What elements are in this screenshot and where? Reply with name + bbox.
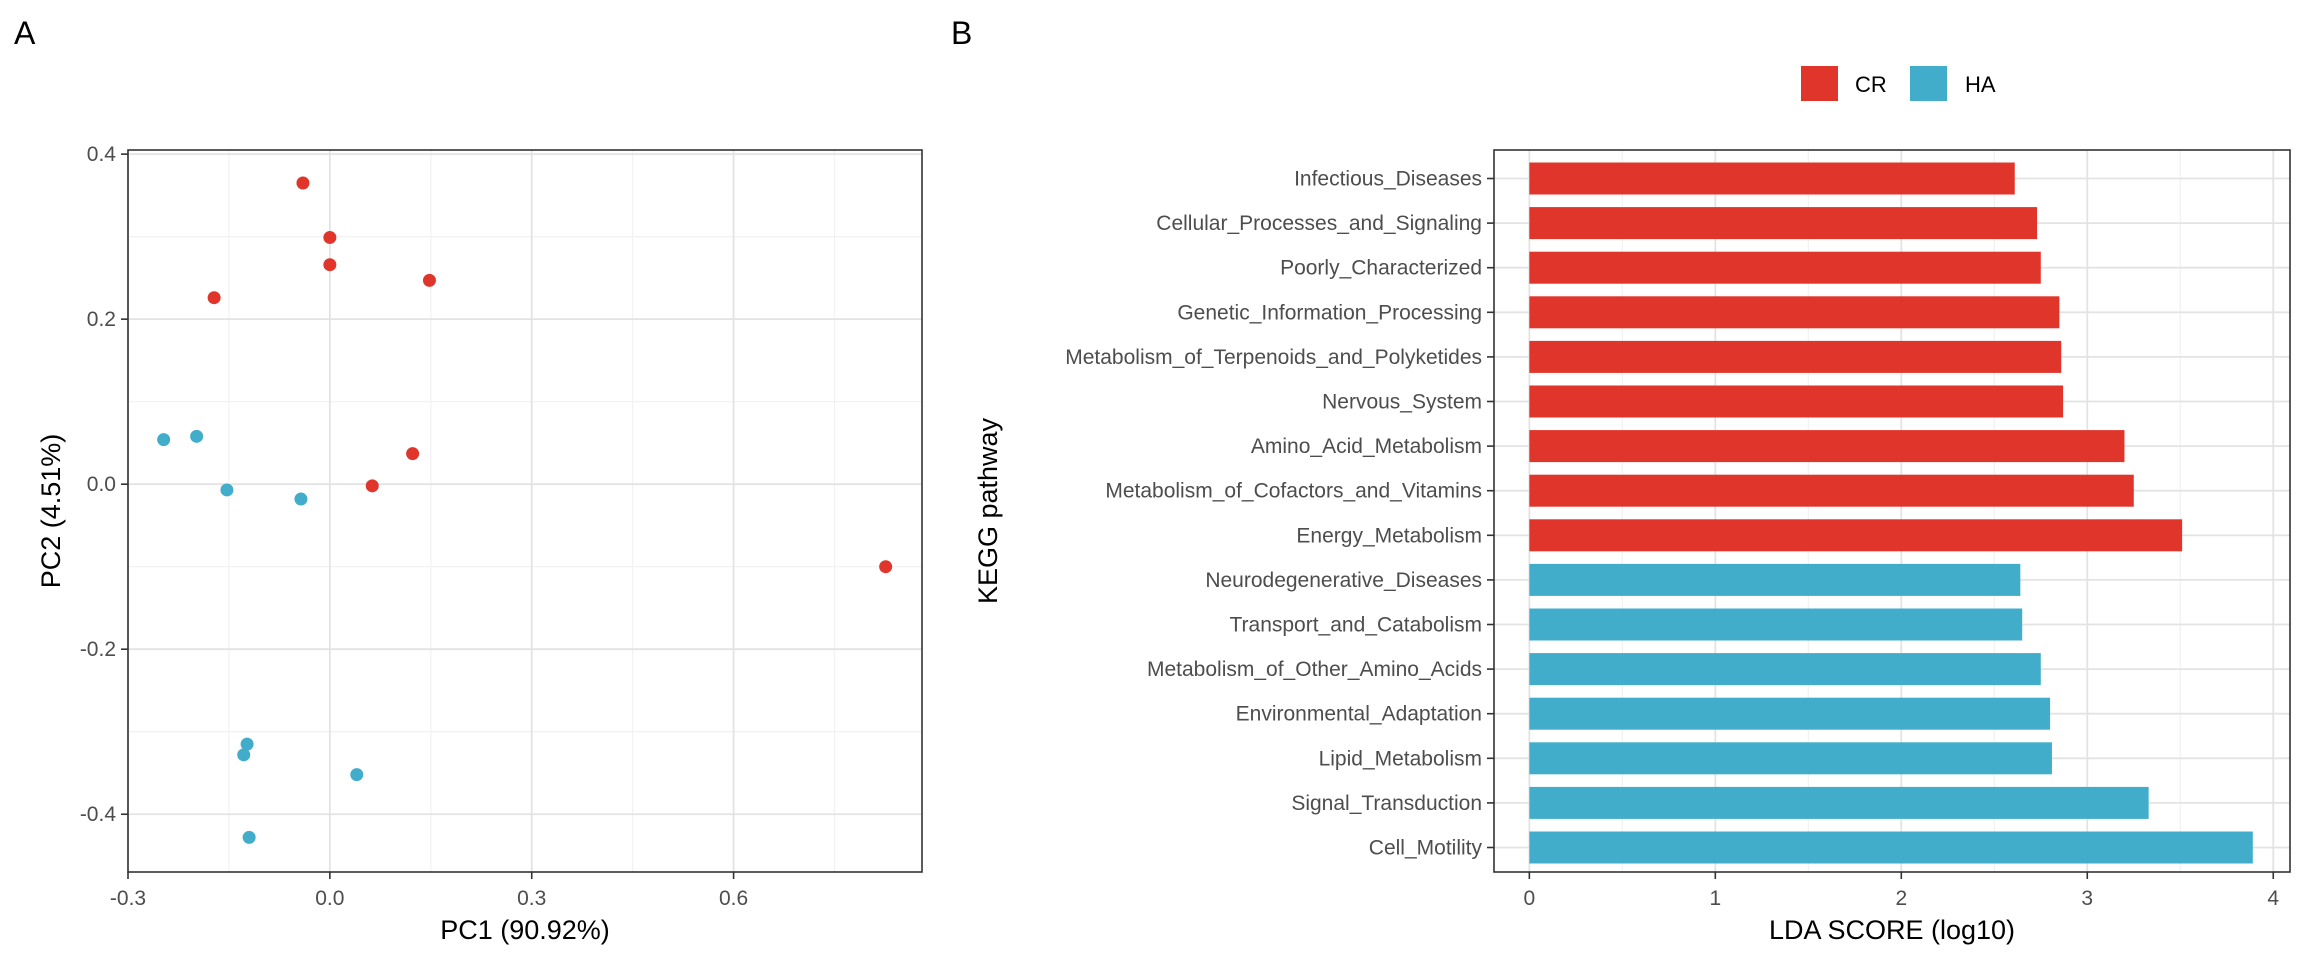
legend-label-cr: CR [1855,72,1887,97]
bar-ha [1529,608,2023,641]
x-axis-title: PC1 (90.92%) [440,915,610,945]
data-point-cr [323,230,337,244]
x-tick-label: 0.3 [517,887,546,910]
x-tick-label: 0.6 [719,887,748,910]
category-label: Metabolism_of_Other_Amino_Acids [1147,658,1482,681]
data-point-cr [422,273,436,287]
plot-frame [127,149,923,873]
legend-label-ha: HA [1965,72,1996,97]
category-label: Amino_Acid_Metabolism [1251,435,1482,458]
category-label: Energy_Metabolism [1296,524,1482,547]
bar-cr [1529,251,2041,284]
category-label: Signal_Transduction [1291,792,1482,815]
category-label: Transport_and_Catabolism [1229,614,1482,637]
bar-ha [1529,742,2052,775]
data-point-ha [242,830,256,844]
category-label: Neurodegenerative_Diseases [1205,569,1482,592]
bar-cr [1529,474,2134,507]
bar-ha [1529,831,2253,864]
category-label: Environmental_Adaptation [1236,703,1482,726]
x-tick-label: 0.0 [315,887,344,910]
x-tick-label: 2 [1895,887,1907,910]
bar-ha [1529,697,2051,730]
pca-scatter-plot: -0.3 0.0 0.3 0.6 -0.4 -0.2 0.0 0.2 0.4 PC1 (90.92… [36,143,923,945]
y-tick-label: 0.4 [87,143,117,166]
category-label: Genetic_Information_Processing [1177,301,1482,324]
x-tick-label: 0 [1523,887,1535,910]
data-point-cr [365,479,379,493]
category-label: Nervous_System [1322,391,1482,414]
category-label: Cell_Motility [1369,837,1483,860]
x-tick-label: -0.3 [110,887,146,910]
category-label: Poorly_Characterized [1280,257,1482,280]
y-tick-label: 0.2 [87,308,116,331]
panel-b-tag: B [951,15,972,51]
x-axis-title: LDA SCORE (log10) [1769,915,2015,945]
category-label: Metabolism_of_Terpenoids_and_Polyketides [1065,346,1482,369]
data-point-ha [350,768,364,782]
y-tick-label: -0.4 [80,803,117,826]
data-point-cr [296,176,310,190]
category-label: Infectious_Diseases [1294,168,1482,191]
data-point-ha [294,492,308,506]
legend-key-cr [1801,66,1838,101]
category-label: Lipid_Metabolism [1319,747,1482,770]
data-point-cr [207,291,221,305]
category-label: Metabolism_of_Cofactors_and_Vitamins [1105,480,1482,503]
data-point-ha [237,748,251,762]
legend-key-ha [1910,66,1947,101]
y-tick-label: -0.2 [80,638,116,661]
data-point-ha [240,737,254,751]
bar-cr [1529,162,2015,195]
bar-cr [1529,430,2125,463]
category-label: Cellular_Processes_and_Signaling [1156,212,1482,235]
legend: CR HA [1801,66,1996,101]
plot-frame [1493,149,2291,873]
y-axis-title: PC2 (4.51%) [36,434,66,589]
bar-cr [1529,207,2038,240]
x-tick-label: 1 [1709,887,1721,910]
bar-ha [1529,786,2149,819]
lda-bar-chart: Infectious_Diseases Cellular_Processes_an… [973,66,2291,945]
bar-ha [1529,563,2021,596]
data-point-cr [879,560,893,574]
y-tick-label: 0.0 [87,473,116,496]
y-axis-title: KEGG pathway [973,417,1003,604]
bar-ha [1529,653,2041,686]
x-tick-label: 3 [2081,887,2093,910]
data-point-ha [157,433,171,447]
bar-cr [1529,340,2062,373]
data-point-cr [323,258,337,272]
data-point-ha [220,483,234,497]
bar-cr [1529,385,2064,418]
data-point-ha [190,429,204,443]
x-tick-label: 4 [2267,887,2279,910]
bar-cr [1529,519,2183,552]
data-point-cr [406,447,420,461]
panel-a-tag: A [14,15,36,51]
bar-cr [1529,296,2060,329]
